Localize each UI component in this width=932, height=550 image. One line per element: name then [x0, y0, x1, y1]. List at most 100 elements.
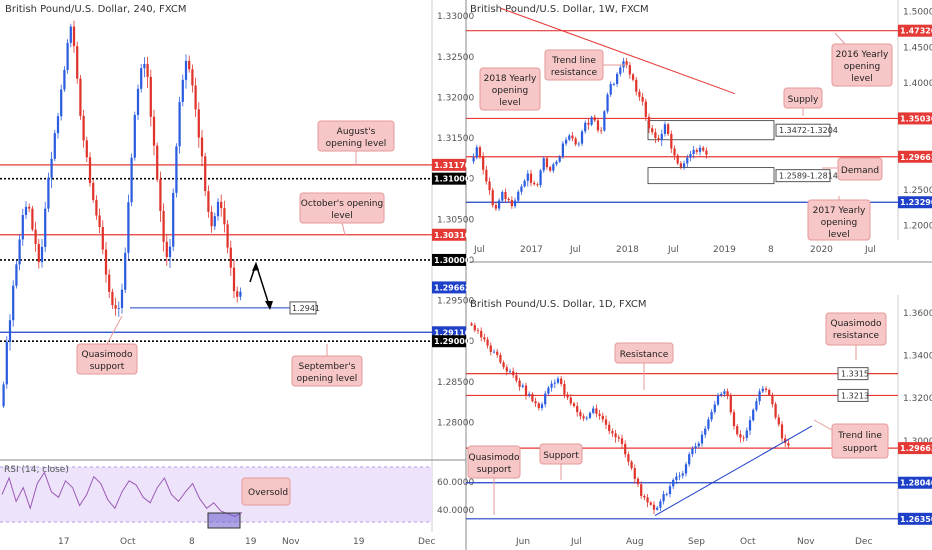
candle-body — [531, 394, 534, 402]
candle-body — [571, 135, 574, 139]
candle-body — [34, 229, 37, 244]
callout-text: 2016 Yearly — [836, 50, 889, 60]
candle-body — [475, 147, 478, 158]
candle-body — [216, 201, 220, 217]
candle-body — [615, 73, 619, 84]
w1-y-tick: 1.25000 — [903, 186, 932, 196]
price-tag-label: 1.29000 — [434, 337, 471, 346]
candle-body — [771, 394, 774, 405]
candle-body — [204, 156, 207, 192]
candle-body — [549, 167, 552, 171]
candle-body — [505, 367, 508, 372]
candle-body — [104, 249, 108, 275]
d1-y-tick: 1.30000 — [903, 437, 932, 447]
price-tag-label: 1.30000 — [434, 256, 471, 265]
candle-body — [152, 116, 156, 146]
candle-body — [604, 419, 608, 425]
candle-body — [483, 337, 486, 340]
candle-body — [686, 157, 689, 164]
candle-body — [787, 443, 790, 446]
price-tag-label: 1.35030 — [900, 114, 932, 123]
candle-body — [569, 397, 572, 404]
candle-body — [476, 330, 480, 332]
candle-body — [108, 274, 111, 292]
d1-y-tick: 1.32000 — [903, 394, 932, 404]
level-label: 1.3315 — [841, 370, 869, 379]
candle-body — [659, 501, 662, 508]
candle-body — [676, 155, 679, 164]
price-tag — [898, 112, 932, 125]
d1-x-tick: Dec — [855, 537, 872, 547]
candle-body — [601, 415, 604, 420]
callout-text: level — [499, 98, 520, 108]
candle-body — [649, 502, 652, 505]
candle-body — [636, 478, 640, 485]
candle-body — [127, 202, 130, 253]
w1-x-tick: Jul — [667, 245, 679, 255]
d1-annotations: Resistance Quasimodo resistance Trend li… — [467, 312, 889, 515]
candle-body — [553, 382, 556, 384]
candle-body — [181, 79, 184, 102]
candle-body — [191, 69, 194, 86]
candle-body — [515, 375, 518, 381]
candle-body — [510, 200, 513, 207]
candle-body — [684, 464, 688, 474]
candle-body — [640, 484, 643, 497]
candle-body — [480, 330, 483, 338]
candle-body — [188, 60, 191, 70]
candle-body — [133, 114, 136, 158]
zone-box — [647, 167, 775, 185]
candle-body — [729, 395, 732, 413]
callout-text: opening — [821, 218, 857, 228]
candle-body — [584, 122, 587, 132]
h4-y-tick: 1.28000 — [437, 418, 474, 428]
h4-x-tick: 17 — [58, 537, 69, 547]
candle-body — [92, 182, 95, 200]
candle-body — [673, 148, 676, 156]
candle-body — [552, 164, 555, 171]
callout-text: Trend line — [551, 56, 596, 66]
candle-body — [777, 417, 780, 425]
candle-body — [662, 494, 665, 502]
w1-x-tick: 2017 — [520, 245, 543, 255]
candle-body — [159, 179, 162, 211]
callout-box — [831, 43, 893, 87]
candle-body — [507, 198, 510, 201]
candle-body — [764, 388, 768, 390]
candle-body — [745, 430, 748, 438]
candle-body — [588, 412, 592, 418]
price-tag — [898, 196, 932, 209]
candle-body — [520, 186, 523, 192]
candle-body — [577, 143, 580, 145]
candle-body — [631, 74, 635, 80]
w1-x-tick: 2018 — [616, 245, 639, 255]
candle-body — [592, 408, 595, 413]
candle-body — [56, 116, 60, 134]
candle-body — [585, 417, 588, 419]
w1-plot: 1.500001.450001.400001.350001.300001.250… — [466, 7, 932, 232]
h4-y-tick: 1.33000 — [437, 12, 474, 22]
h4-x-ticks: 17 Oct 8 19 Nov 19 Dec — [58, 537, 435, 547]
candle-body — [596, 120, 600, 131]
w1-y-tick: 1.45000 — [903, 43, 932, 53]
candle-body — [654, 132, 657, 138]
candle-body — [688, 454, 691, 465]
price-tag — [898, 442, 932, 455]
candle-body — [40, 246, 44, 263]
callout-text: opening level — [297, 374, 358, 384]
candle-body — [124, 252, 127, 290]
candle-body — [31, 208, 34, 230]
d1-x-tick: Aug — [626, 537, 644, 547]
candle-body — [710, 411, 713, 420]
price-tag — [898, 150, 932, 163]
candle-body — [499, 354, 502, 363]
candle-body — [611, 431, 614, 434]
candle-body — [130, 157, 133, 203]
level-label: 1.2941 — [292, 304, 320, 313]
price-tag — [432, 158, 466, 171]
candle-body — [580, 131, 584, 144]
candle-body — [540, 404, 544, 409]
candle-body — [172, 192, 175, 247]
candle-body — [2, 384, 5, 407]
rsi-line — [1, 471, 243, 518]
